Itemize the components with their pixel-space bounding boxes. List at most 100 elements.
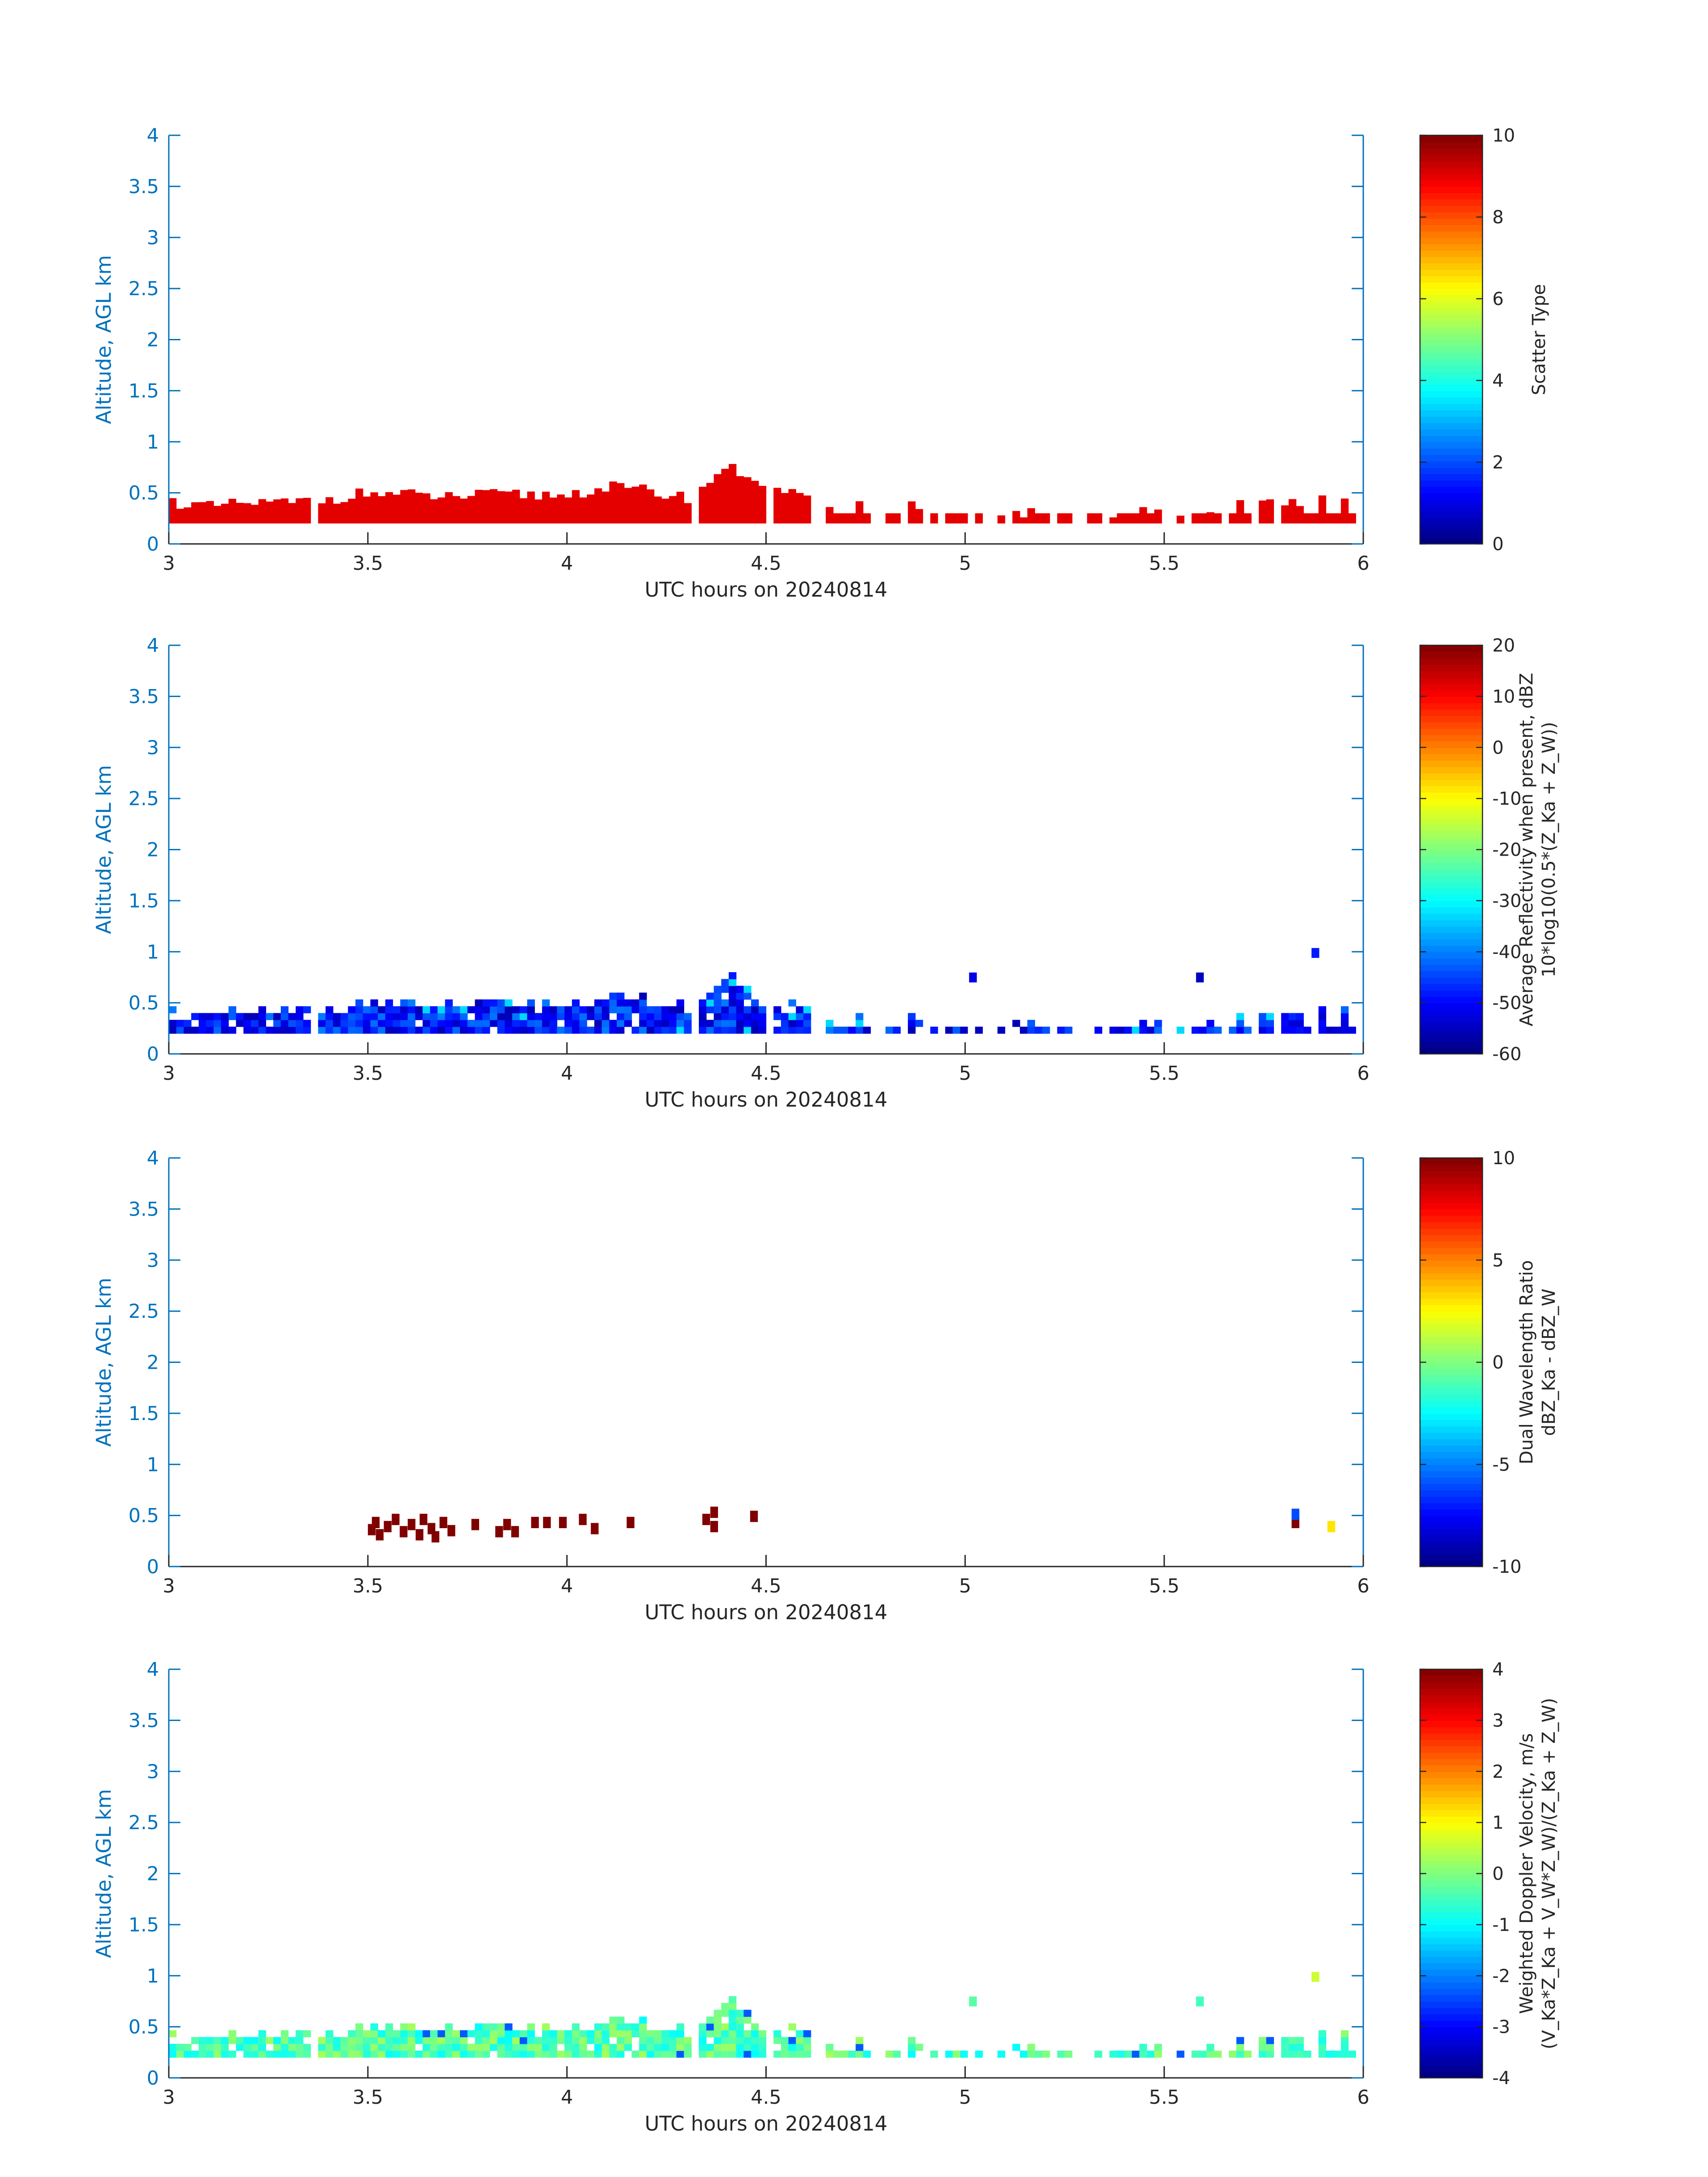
data-cell xyxy=(422,1013,430,1020)
colorbar-swatch xyxy=(1420,677,1482,684)
data-cell xyxy=(669,1020,677,1027)
colorbar-swatch xyxy=(1420,913,1482,920)
data-cell xyxy=(796,1013,804,1020)
colorbar-swatch xyxy=(1420,1714,1482,1721)
data-cell xyxy=(505,1020,513,1027)
colorbar-swatch xyxy=(1420,1509,1482,1516)
data-cell xyxy=(1258,2043,1267,2051)
y-tick-label: 0 xyxy=(147,1556,159,1578)
colorbar-swatch xyxy=(1420,741,1482,748)
data-cell xyxy=(624,2023,632,2031)
data-cell xyxy=(743,2037,752,2044)
data-cell xyxy=(467,2043,476,2051)
data-cell xyxy=(826,1020,834,1027)
isolated-echo xyxy=(1196,1996,1204,2006)
colorbar-swatch xyxy=(1420,506,1482,513)
echo-column xyxy=(1012,511,1020,524)
colorbar-swatch xyxy=(1420,1803,1482,1810)
data-cell xyxy=(654,1013,662,1020)
data-cell xyxy=(408,2037,416,2044)
data-cell xyxy=(587,2030,595,2038)
data-cell xyxy=(378,1006,386,1014)
colorbar-tick-label: 0 xyxy=(1492,1353,1503,1373)
data-cell xyxy=(915,1020,923,1027)
data-cell xyxy=(639,2051,647,2058)
data-cell xyxy=(1065,1027,1073,1034)
colorbar-swatch xyxy=(1420,1554,1482,1561)
data-cell xyxy=(393,1020,401,1027)
x-tick-label: 5.5 xyxy=(1149,1575,1179,1597)
data-cell xyxy=(721,2010,729,2017)
colorbar-swatch xyxy=(1420,1784,1482,1791)
data-cell xyxy=(579,1020,587,1027)
colorbar-tick-label: -20 xyxy=(1492,840,1521,861)
data-cell xyxy=(758,2037,767,2044)
data-cell xyxy=(1296,1020,1304,1027)
data-cell xyxy=(363,1006,371,1014)
data-cell xyxy=(296,2037,304,2044)
data-cell xyxy=(751,2023,759,2031)
data-cell xyxy=(251,2037,259,2044)
echo-column xyxy=(1333,513,1341,524)
data-cell xyxy=(676,1020,685,1027)
data-cell xyxy=(213,1013,221,1020)
data-cell xyxy=(430,2043,438,2051)
colorbar-swatch xyxy=(1420,186,1482,193)
data-cell xyxy=(721,999,729,1007)
data-cell xyxy=(661,1027,669,1034)
data-cell xyxy=(587,1027,595,1034)
data-cell xyxy=(363,2051,371,2058)
data-cell xyxy=(475,1013,483,1020)
data-cell xyxy=(475,1006,483,1014)
colorbar-swatch xyxy=(1420,702,1482,710)
data-cell xyxy=(609,992,617,1000)
colorbar-swatch xyxy=(1420,696,1482,703)
y-tick-label: 3 xyxy=(147,1249,159,1272)
colorbar-swatch xyxy=(1420,448,1482,455)
dwr-cell xyxy=(1291,1508,1299,1520)
data-cell xyxy=(296,2030,304,2038)
data-cell xyxy=(758,2030,767,2038)
echo-column xyxy=(251,505,259,524)
dwr-cell xyxy=(511,1526,519,1538)
data-cell xyxy=(743,1027,752,1034)
data-cell xyxy=(594,1027,602,1034)
data-cell xyxy=(908,2043,916,2051)
data-cell xyxy=(803,1027,811,1034)
data-cell xyxy=(856,2043,864,2051)
data-cell xyxy=(856,2037,864,2044)
data-cell xyxy=(497,2030,505,2038)
colorbar-tick-label: 4 xyxy=(1492,371,1503,391)
y-axis-label: Altitude, AGL km xyxy=(92,1278,116,1447)
colorbar-swatch xyxy=(1420,1234,1482,1241)
dwr-cell xyxy=(579,1513,587,1525)
data-cell xyxy=(564,2043,572,2051)
data-cell xyxy=(788,2043,796,2051)
colorbar-swatch xyxy=(1420,900,1482,908)
data-cell xyxy=(318,1013,326,1020)
data-cell xyxy=(505,2030,513,2038)
colorbar-swatch xyxy=(1420,836,1482,844)
y-tick-label: 4 xyxy=(147,635,159,657)
data-cell xyxy=(803,1006,811,1014)
colorbar-swatch xyxy=(1420,1203,1482,1210)
data-cell xyxy=(430,1027,438,1034)
data-cell xyxy=(422,1006,430,1014)
data-cell xyxy=(497,999,505,1007)
echo-column xyxy=(684,503,692,524)
echo-column xyxy=(579,497,587,524)
data-cell xyxy=(758,1006,767,1014)
colorbar-swatch xyxy=(1420,1867,1482,1874)
colorbar-swatch xyxy=(1420,480,1482,487)
data-cell xyxy=(1139,2043,1147,2051)
data-cell xyxy=(579,2051,587,2058)
data-cell xyxy=(400,1013,408,1020)
echo-column xyxy=(893,513,901,524)
colorbar-tick-label: -2 xyxy=(1492,1966,1510,1986)
data-cell xyxy=(856,1027,864,1034)
colorbar-swatch xyxy=(1420,945,1482,953)
data-cell xyxy=(1124,2051,1132,2058)
data-cell xyxy=(236,1013,244,1020)
data-cell xyxy=(549,1020,557,1027)
data-cell xyxy=(706,2030,714,2038)
